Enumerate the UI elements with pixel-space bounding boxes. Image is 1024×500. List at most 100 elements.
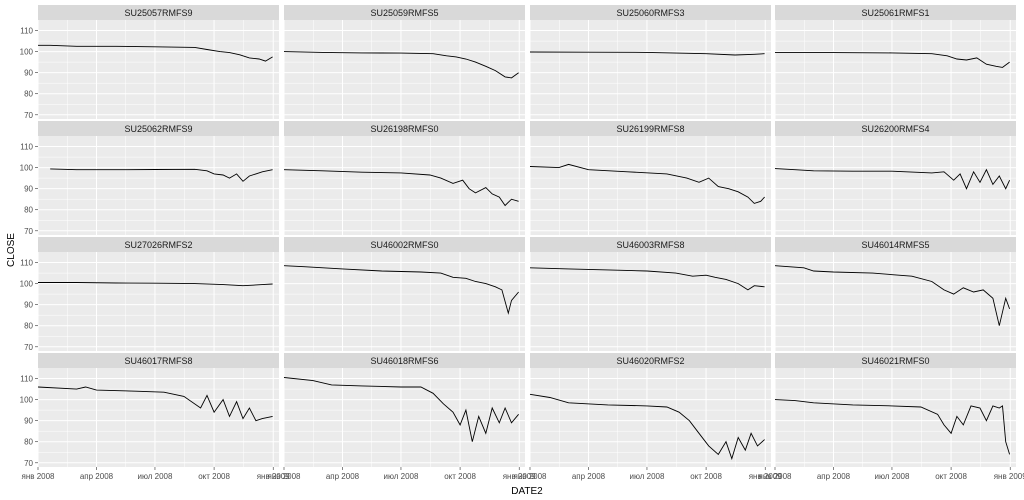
series-line [529,393,765,461]
y-tick-label: 110 [20,259,33,268]
facet-strip-label: SU25060RMFS3 [616,8,684,18]
x-tick-label: окт 2008 [444,472,476,481]
x-tick-label: янв 2009 [503,472,537,481]
facet-SU46003RMFS8: SU46003RMFS8 [529,237,771,351]
x-tick-label: апр 2008 [326,472,360,481]
facet-strip [38,5,279,20]
facet-strip-label: SU46017RMFS8 [124,356,192,366]
y-tick-label: 90 [24,185,33,194]
y-tick-label: 90 [24,301,33,310]
y-tick-label: 90 [24,69,33,78]
x-tick-label: июл 2008 [874,472,910,481]
facet-plot-area [38,20,279,119]
facet-plot-area [775,252,1016,351]
y-tick-label: 80 [24,90,33,99]
facet-plot-area [284,136,525,235]
y-tick-label: 70 [24,459,33,468]
x-tick-label: окт 2008 [198,472,230,481]
series-line [529,163,765,204]
x-axis-ticks: янв 2008 апр 2008 июл 2008 окт 2008 янв 2009… [21,467,1024,481]
facet-strip [38,121,279,136]
series-line [529,267,765,291]
facet-SU27026RMFS2: SU27026RMFS2 [37,237,279,351]
facet-strip [530,237,771,252]
facet-SU26199RMFS8: SU26199RMFS8 [529,121,771,235]
facet-strip [775,5,1016,20]
series-line [283,51,519,79]
facet-strip-label: SU46020RMFS2 [616,356,684,366]
y-tick-label: 110 [20,143,33,152]
y-tick-label: 80 [24,206,33,215]
x-tick-label: янв 2008 [21,472,55,481]
facet-plot-area [284,20,525,119]
facet-strip [775,353,1016,368]
facet-plot-area [530,136,771,235]
y-tick-label: 110 [20,27,33,36]
series-line [283,265,519,315]
facet-strip-label: SU26199RMFS8 [616,124,684,134]
facet-strip-label: SU25057RMFS9 [124,8,192,18]
x-axis-title: DATE2 [511,486,543,497]
facet-plot-area [775,136,1016,235]
facet-strip-label: SU26200RMFS4 [861,124,929,134]
facet-plot-area [530,20,771,119]
facet-plot-area [284,368,525,467]
y-tick-label: 80 [24,322,33,331]
y-tick-label: 100 [20,164,34,173]
x-tick-label: июл 2008 [629,472,665,481]
facet-strip [284,237,525,252]
series-line [774,399,1011,455]
facet-plot-area [284,252,525,351]
x-tick-label: янв 2008 [513,472,547,481]
y-axis-ticks: 70 80 90 100 110 70 80 90 100 110 70 80 90 100 110 70 80… [20,27,38,468]
facet-strip-label: SU46021RMFS0 [861,356,929,366]
series-line [529,51,765,56]
facet-SU46017RMFS8: SU46017RMFS8 [37,353,279,467]
facet-strip [284,353,525,368]
series-line [774,265,1011,326]
facet-strip-label: SU25059RMFS5 [370,8,438,18]
y-tick-label: 110 [20,375,33,384]
y-tick-label: 90 [24,417,33,426]
x-tick-label: апр 2008 [572,472,606,481]
y-tick-label: 70 [24,227,33,236]
facet-strip [530,353,771,368]
y-axis-title: CLOSE [6,233,17,267]
series-line [283,377,519,442]
series-line [38,44,273,62]
series-line [775,52,1010,68]
facet-plot-area [775,20,1016,119]
y-tick-label: 70 [24,343,33,352]
series-line [38,282,273,287]
series-line [774,168,1011,190]
series-line [50,168,273,182]
facet-plot-area [530,368,771,467]
facet-strip [38,353,279,368]
facet-strip-label: SU26198RMFS0 [370,124,438,134]
facet-SU25057RMFS9: SU25057RMFS9 [37,5,279,119]
facet-plot-area [38,136,279,235]
y-tick-label: 100 [20,48,34,57]
facet-SU46020RMFS2: SU46020RMFS2 [529,353,771,467]
facet-strip-label: SU27026RMFS2 [124,240,192,250]
facet-plot-area [38,368,279,467]
x-tick-label: янв 2008 [267,472,301,481]
facet-strip-label: SU46002RMFS0 [370,240,438,250]
facet-strip [530,5,771,20]
x-tick-label: янв 2009 [257,472,291,481]
facet-strip [530,121,771,136]
y-tick-label: 80 [24,438,33,447]
series-line [283,169,519,207]
facet-strip-label: SU25061RMFS1 [861,8,929,18]
facet-SU46021RMFS0: SU46021RMFS0 [774,353,1016,467]
x-tick-label: апр 2008 [80,472,114,481]
facet-strip-label: SU46018RMFS6 [370,356,438,366]
facet-SU46002RMFS0: SU46002RMFS0 [283,237,525,351]
facet-SU25060RMFS3: SU25060RMFS3 [529,5,771,119]
y-tick-label: 100 [20,396,34,405]
x-tick-label: окт 2008 [690,472,722,481]
facet-strip [775,237,1016,252]
facet-panels: SU25057RMFS9 SU25059RMFS5 SU25060RMFS3 SU25… [37,5,1016,467]
x-tick-label: июл 2008 [383,472,419,481]
